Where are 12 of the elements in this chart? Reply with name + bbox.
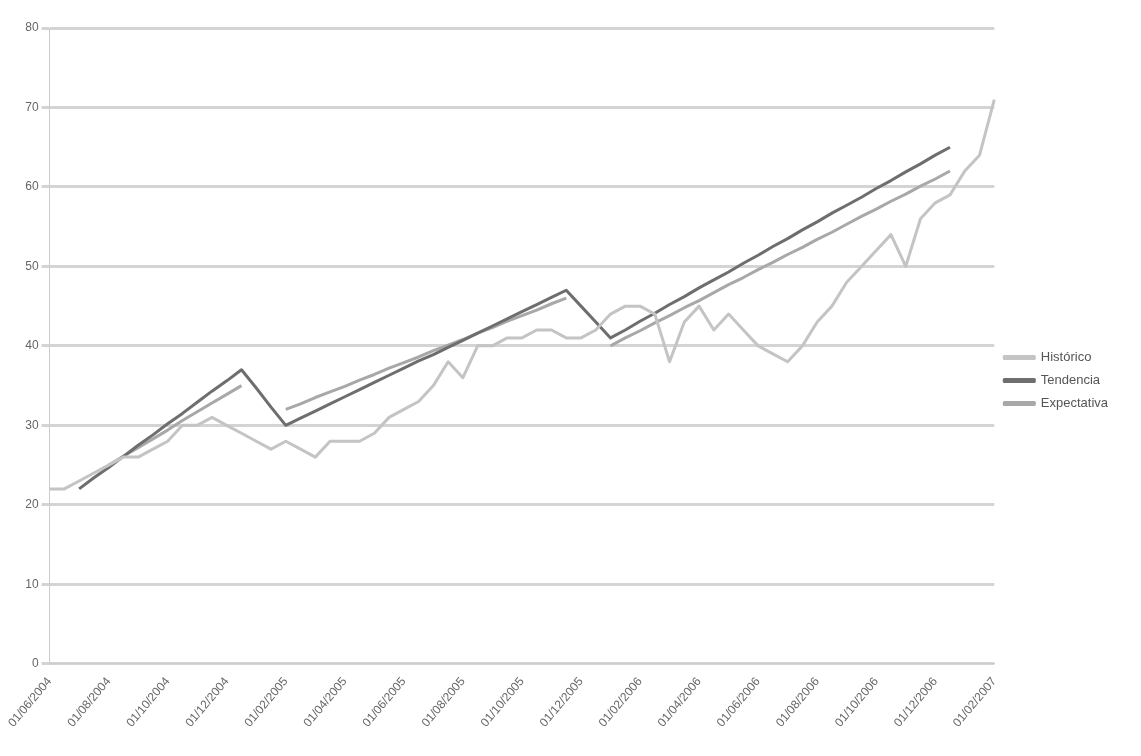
y-tick-label: 60 [25, 179, 39, 194]
y-tick-label: 30 [25, 417, 39, 432]
y-tick-label: 50 [25, 258, 39, 273]
y-tick-label: 20 [25, 497, 39, 512]
legend-label: Expectativa [1040, 395, 1109, 411]
legend-label: Histórico [1040, 349, 1092, 365]
legend-label: Tendencia [1040, 372, 1101, 388]
y-tick-label: 70 [25, 99, 39, 114]
y-tick-label: 80 [25, 20, 39, 35]
y-tick-label: 10 [25, 576, 39, 591]
y-tick-label: 0 [31, 656, 39, 671]
y-tick-label: 40 [25, 338, 39, 353]
